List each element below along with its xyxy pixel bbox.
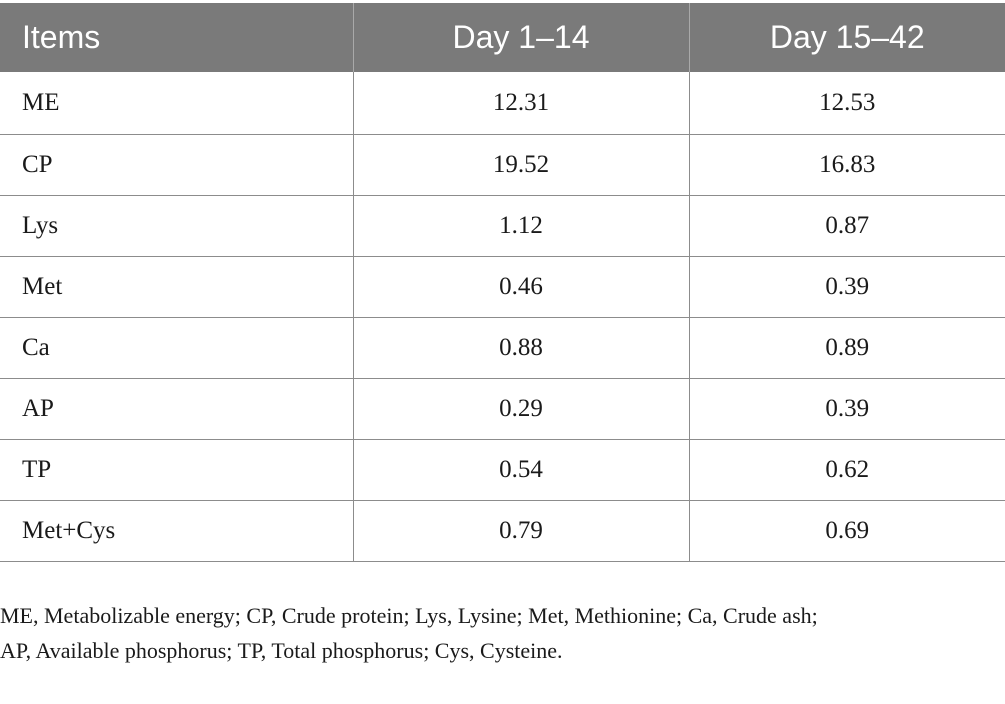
day-1-14-cell: 12.31 xyxy=(353,72,690,135)
day-1-14-cell: 0.29 xyxy=(353,378,690,440)
item-cell: Lys xyxy=(0,195,354,257)
day-1-14-cell: 0.79 xyxy=(353,500,690,562)
table-row: CP 19.52 16.83 xyxy=(0,134,1005,196)
table-header: Items Day 1–14 Day 15–42 xyxy=(0,3,1005,72)
item-cell: Ca xyxy=(0,317,354,379)
nutrient-table: Items Day 1–14 Day 15–42 ME 12.31 12.53 … xyxy=(0,3,1005,562)
table-row: Lys 1.12 0.87 xyxy=(0,195,1005,257)
item-cell: AP xyxy=(0,378,354,440)
header-row: Items Day 1–14 Day 15–42 xyxy=(0,3,1005,72)
day-1-14-cell: 0.46 xyxy=(353,256,690,318)
table-row: Met+Cys 0.79 0.69 xyxy=(0,500,1005,562)
item-cell: CP xyxy=(0,134,354,196)
day-1-14-cell: 19.52 xyxy=(353,134,690,196)
day-15-42-cell: 0.39 xyxy=(689,256,1005,318)
item-cell: Met xyxy=(0,256,354,318)
header-day-15-42: Day 15–42 xyxy=(689,3,1005,72)
day-1-14-cell: 0.88 xyxy=(353,317,690,379)
day-15-42-cell: 0.89 xyxy=(689,317,1005,379)
day-15-42-cell: 0.87 xyxy=(689,195,1005,257)
item-cell: ME xyxy=(0,72,354,135)
day-15-42-cell: 0.62 xyxy=(689,439,1005,501)
footnote-line-2: AP, Available phosphorus; TP, Total phos… xyxy=(0,638,563,663)
table-footnote: ME, Metabolizable energy; CP, Crude prot… xyxy=(0,598,1000,668)
day-1-14-cell: 0.54 xyxy=(353,439,690,501)
day-15-42-cell: 0.69 xyxy=(689,500,1005,562)
table-body: ME 12.31 12.53 CP 19.52 16.83 Lys 1.12 0… xyxy=(0,72,1005,562)
item-cell: Met+Cys xyxy=(0,500,354,562)
table-row: Ca 0.88 0.89 xyxy=(0,317,1005,379)
footnote-line-1: ME, Metabolizable energy; CP, Crude prot… xyxy=(0,603,818,628)
table-row: TP 0.54 0.62 xyxy=(0,439,1005,501)
header-items: Items xyxy=(0,3,354,72)
day-15-42-cell: 0.39 xyxy=(689,378,1005,440)
day-15-42-cell: 16.83 xyxy=(689,134,1005,196)
table-row: ME 12.31 12.53 xyxy=(0,72,1005,135)
day-15-42-cell: 12.53 xyxy=(689,72,1005,135)
table-row: AP 0.29 0.39 xyxy=(0,378,1005,440)
header-day-1-14: Day 1–14 xyxy=(353,3,690,72)
day-1-14-cell: 1.12 xyxy=(353,195,690,257)
table-row: Met 0.46 0.39 xyxy=(0,256,1005,318)
item-cell: TP xyxy=(0,439,354,501)
